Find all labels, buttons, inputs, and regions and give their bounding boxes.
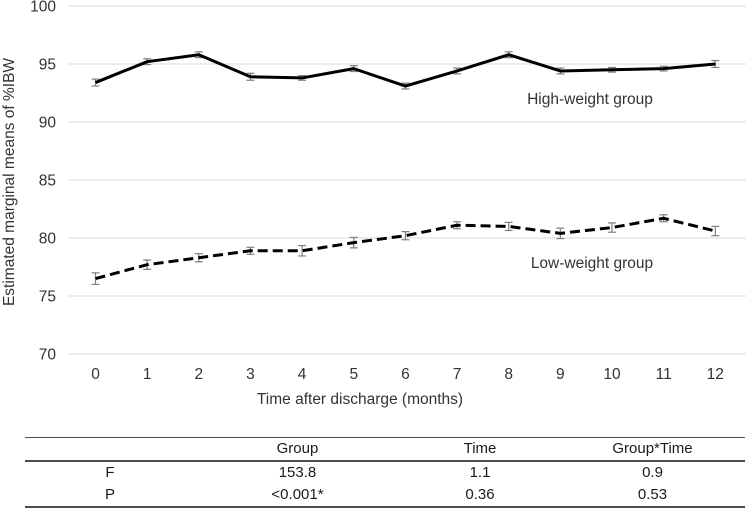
series-label-high-weight: High-weight group — [527, 91, 653, 108]
table-cell-p-group: <0.001* — [195, 484, 400, 508]
y-tick-label-85: 85 — [39, 173, 56, 190]
x-tick-label-5: 5 — [349, 366, 358, 383]
y-axis-title: Estimated marginal means of %IBW — [1, 58, 18, 306]
x-tick-label-3: 3 — [246, 366, 255, 383]
series-line-low-weight — [95, 216, 716, 281]
x-tick-label-6: 6 — [401, 366, 410, 383]
y-tick-label-70: 70 — [39, 347, 57, 364]
table-header-time: Time — [400, 437, 560, 462]
table-header-group-time: Group*Time — [560, 437, 745, 462]
table-cell-p-time: 0.36 — [400, 484, 560, 508]
x-tick-label-2: 2 — [194, 366, 203, 383]
table-header-group: Group — [195, 437, 400, 462]
table-cell-f-grouptime: 0.9 — [642, 464, 663, 481]
x-tick-label-0: 0 — [91, 366, 100, 383]
x-tick-label-12: 12 — [707, 366, 724, 383]
x-tick-label-10: 10 — [603, 366, 621, 383]
x-tick-label-4: 4 — [298, 366, 307, 383]
x-tick-label-8: 8 — [504, 366, 513, 383]
table-cell-p-grouptime: 0.53 — [560, 484, 745, 508]
table-cell-f-time: 1.1 — [469, 464, 491, 481]
table-header-blank — [25, 437, 195, 462]
x-tick-label-1: 1 — [143, 366, 152, 383]
x-tick-label-7: 7 — [453, 366, 462, 383]
y-tick-label-80: 80 — [39, 231, 57, 248]
table-row-p: P <0.001* 0.36 0.53 — [25, 484, 745, 508]
y-tick-label-75: 75 — [39, 289, 56, 306]
table-cell-f-group: 153.8 — [278, 464, 317, 481]
anova-table-section: Group Time Group*Time F 153.8 1.1 0.9 P … — [25, 437, 745, 508]
series-label-low-weight: Low-weight group — [531, 255, 653, 272]
row-label-p: P — [25, 484, 195, 508]
y-tick-label-95: 95 — [39, 57, 56, 74]
x-tick-label-9: 9 — [556, 366, 565, 383]
row-label-f: F — [105, 464, 115, 481]
stats-table: Group Time Group*Time F 153.8 1.1 0.9 P … — [25, 437, 745, 508]
table-header-row: Group Time Group*Time — [25, 437, 745, 462]
table-row-f: F 153.8 1.1 0.9 — [25, 461, 745, 484]
y-tick-label-90: 90 — [39, 115, 57, 132]
x-tick-label-11: 11 — [656, 366, 672, 383]
y-tick-label-100: 100 — [30, 0, 56, 16]
x-axis-title: Time after discharge (months) — [257, 391, 463, 408]
series-line-high-weight — [94, 53, 716, 88]
